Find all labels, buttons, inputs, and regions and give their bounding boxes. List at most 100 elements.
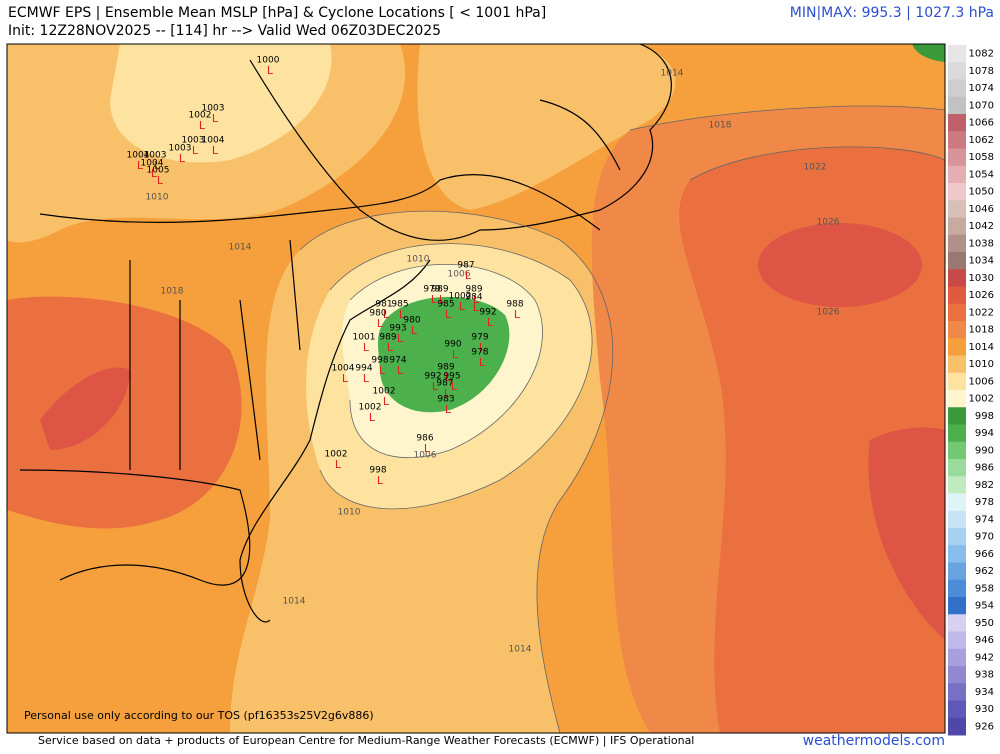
cyclone-pressure: 1002 bbox=[325, 450, 348, 460]
contour-label: 1014 bbox=[661, 69, 684, 79]
cyclone-pressure: 994 bbox=[355, 364, 372, 374]
cyclone-pressure: 1002 bbox=[373, 387, 396, 397]
cyclone-pressure: 1004 bbox=[202, 136, 225, 146]
colorbar-swatch bbox=[948, 200, 966, 218]
source-note: Service based on data + products of Euro… bbox=[38, 734, 694, 747]
minmax: MIN|MAX: 995.3 | 1027.3 hPa bbox=[790, 5, 994, 21]
cyclone-marker: L bbox=[154, 159, 161, 172]
cyclone-pressure: 1002 bbox=[449, 292, 472, 302]
cyclone-marker: L bbox=[397, 332, 404, 345]
cyclone-pressure: 985 bbox=[391, 300, 408, 310]
cyclone-marker: L bbox=[387, 341, 394, 354]
colorbar-swatch bbox=[948, 424, 966, 443]
colorbar-label: 1074 bbox=[969, 83, 994, 94]
cyclone-marker: L bbox=[383, 308, 390, 321]
colorbar-swatch bbox=[948, 700, 966, 719]
cyclone-pressure: 989 bbox=[437, 363, 454, 373]
cyclone-pressure: 981 bbox=[375, 300, 392, 310]
cyclone-marker: L bbox=[379, 364, 386, 377]
cyclone-marker: L bbox=[179, 152, 186, 165]
cyclone-pressure: 1003 bbox=[144, 151, 167, 161]
cyclone-marker: L bbox=[192, 144, 199, 157]
colorbar-swatch bbox=[948, 252, 966, 270]
cyclone-pressure: 995 bbox=[443, 372, 460, 382]
contour-label: 1018 bbox=[161, 287, 184, 297]
cyclone-marker: L bbox=[199, 119, 206, 132]
cyclone-pressure: 989 bbox=[431, 285, 448, 295]
colorbar-swatch bbox=[948, 648, 966, 667]
colorbar-swatch bbox=[948, 579, 966, 598]
colorbar-swatch bbox=[948, 321, 966, 339]
cyclone-pressure: 978 bbox=[471, 348, 488, 358]
cyclone-pressure: 998 bbox=[371, 356, 388, 366]
contour-label: 1006 bbox=[448, 270, 471, 280]
cyclone-marker: L bbox=[473, 301, 480, 314]
cyclone-pressure: 993 bbox=[389, 324, 406, 334]
cyclone-pressure: 983 bbox=[437, 395, 454, 405]
colorbar-swatch bbox=[948, 62, 966, 80]
cyclone-marker: L bbox=[399, 308, 406, 321]
colorbar-swatch bbox=[948, 459, 966, 477]
cyclone-pressure: 986 bbox=[416, 434, 433, 444]
colorbar-label: 950 bbox=[975, 618, 994, 629]
cyclone-pressure: 979 bbox=[423, 285, 440, 295]
contour-label: 1022 bbox=[804, 163, 827, 173]
colorbar-swatch bbox=[948, 303, 966, 322]
colorbar-label: 1078 bbox=[969, 66, 994, 77]
colorbar-swatch bbox=[948, 96, 966, 115]
colorbar-label: 938 bbox=[975, 670, 994, 681]
cyclone-pressure: 984 bbox=[465, 293, 482, 303]
cyclone-pressure: 992 bbox=[479, 308, 496, 318]
colorbar-label: 1062 bbox=[969, 135, 994, 146]
colorbar-label: 942 bbox=[975, 652, 994, 663]
cyclone-pressure: 1005 bbox=[147, 166, 170, 176]
cyclone-marker: L bbox=[479, 356, 486, 369]
contour-label: 1010 bbox=[338, 508, 361, 518]
colorbar-swatch bbox=[948, 631, 966, 650]
colorbar-swatch bbox=[948, 562, 966, 581]
cyclone-pressure: 979 bbox=[471, 333, 488, 343]
colorbar-label: 1070 bbox=[969, 100, 994, 111]
cyclone-pressure: 1003 bbox=[169, 144, 192, 154]
colorbar-label: 1046 bbox=[969, 204, 994, 215]
cyclone-marker: L bbox=[444, 387, 451, 400]
cyclone-marker: L bbox=[431, 293, 438, 306]
cyclone-marker: L bbox=[212, 144, 219, 157]
colorbar-label: 1022 bbox=[969, 307, 994, 318]
colorbar-swatch bbox=[948, 234, 966, 253]
colorbar-swatch bbox=[948, 338, 966, 356]
cyclone-pressure: 974 bbox=[389, 356, 406, 366]
colorbar-swatch bbox=[948, 79, 966, 98]
cyclone-pressure: 992 bbox=[424, 372, 441, 382]
cyclone-marker: L bbox=[377, 474, 384, 487]
cyclone-marker: L bbox=[432, 380, 439, 393]
tos-note: Personal use only according to our TOS (… bbox=[24, 709, 374, 722]
cyclone-marker: L bbox=[473, 293, 480, 306]
contour-label: 1006 bbox=[414, 451, 437, 461]
cyclone-pressure: 989 bbox=[379, 333, 396, 343]
colorbar-swatch bbox=[948, 528, 966, 546]
colorbar-label: 958 bbox=[975, 583, 994, 594]
cyclone-marker: L bbox=[514, 308, 521, 321]
cyclone-marker: L bbox=[137, 159, 144, 172]
colorbar-swatch bbox=[948, 441, 966, 460]
colorbar-label: 982 bbox=[975, 480, 994, 491]
cyclone-marker: L bbox=[465, 269, 472, 282]
contour-label: 1026 bbox=[817, 218, 840, 228]
colorbar-label: 930 bbox=[975, 704, 994, 715]
cyclone-pressure: 980 bbox=[403, 316, 420, 326]
cyclone-pressure: 987 bbox=[457, 261, 474, 271]
cyclone-pressure: 985 bbox=[437, 300, 454, 310]
colorbar-swatch bbox=[948, 355, 966, 374]
cyclone-pressure: 1002 bbox=[359, 403, 382, 413]
colorbar-label: 962 bbox=[975, 566, 994, 577]
colorbar-label: 1030 bbox=[969, 273, 994, 284]
cyclone-marker: L bbox=[369, 411, 376, 424]
site-link[interactable]: weathermodels.com bbox=[803, 733, 945, 749]
colorbar-label: 970 bbox=[975, 532, 994, 543]
colorbar-label: 934 bbox=[975, 687, 994, 698]
cyclone-marker: L bbox=[383, 395, 390, 408]
cyclone-marker: L bbox=[335, 458, 342, 471]
contour-label: 1018 bbox=[709, 121, 732, 131]
